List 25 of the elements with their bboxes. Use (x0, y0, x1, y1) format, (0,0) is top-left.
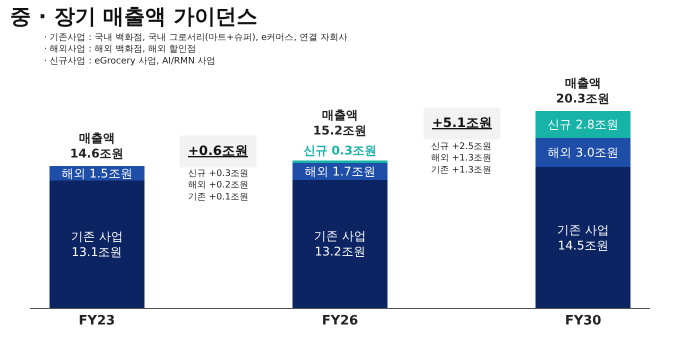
bar (536, 138, 631, 168)
data-label: 신규 2.8조원 (548, 117, 619, 132)
annotation: +5.1조원 (432, 116, 492, 131)
bar (536, 167, 631, 308)
data-label: 해외 3.0조원 (548, 146, 619, 160)
bar (49, 180, 144, 308)
data-label: 신규 0.3조원 (303, 143, 377, 158)
total-label: 매출액 14.6조원 (70, 131, 124, 161)
data-label: 해외 1.7조원 (304, 164, 376, 178)
total-label: 매출액 15.2조원 (313, 108, 367, 138)
data-label: 해외 1.5조원 (61, 166, 132, 180)
x-tick-label: FY30 (564, 314, 602, 329)
chart-title: 중 · 장기 매출액 가이던스 (10, 4, 258, 28)
annotation: 신규 +2.5조원 해외 +1.3조원 기존 +1.3조원 (431, 142, 492, 176)
data-label: 기존 사업 13.2조원 (314, 229, 366, 259)
annotation: +0.6조원 (188, 144, 248, 159)
total-label: 매출액 20.3조원 (556, 76, 610, 106)
bar (536, 110, 631, 138)
text: · 기존사업 : 국내 백화점, 국내 그로서리(마트+슈퍼), e커머스, 연결 자회사 · 해외사업 : 해외 백화점, 해외 할인점 · 신규사업 : eGrocery 사업, AI/RMN 사업 (44, 33, 348, 66)
x-tick-label: FY26 (322, 314, 358, 329)
data-label: 기존 사업 13.1조원 (70, 230, 123, 260)
x-tick-label: FY23 (78, 314, 116, 329)
bar (292, 180, 388, 308)
data-label: 기존 사업 14.5조원 (557, 222, 610, 252)
annotation: 신규 +0.3조원 해외 +0.2조원 기존 +0.1조원 (188, 169, 249, 202)
